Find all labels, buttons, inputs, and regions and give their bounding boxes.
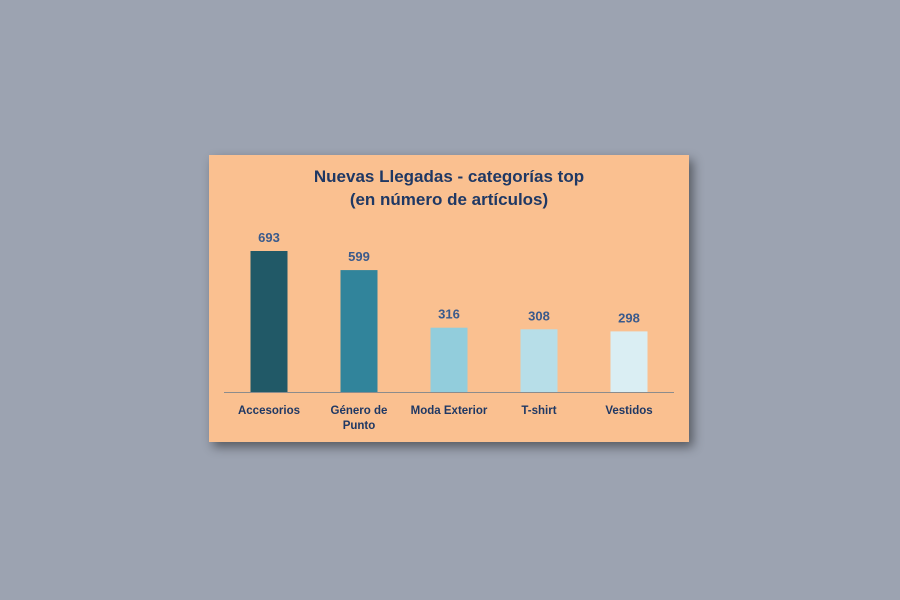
bar-2: [430, 327, 468, 392]
category-label-line: Género de: [331, 405, 388, 417]
category-label-line: T-shirt: [521, 405, 556, 417]
category-label-line: Moda Exterior: [411, 405, 488, 417]
bar-chart-plot: 693 Accesorios 599 Género de Punto 316 Moda Ex…: [224, 230, 674, 432]
category-label-2: Moda Exterior: [411, 405, 488, 417]
data-label-1: 599: [348, 249, 370, 264]
chart-title-line-2: (en número de artículos): [349, 190, 549, 209]
bar-0: [250, 251, 288, 392]
category-label-line: Vestidos: [605, 405, 652, 417]
chart-title: Nuevas Llegadas - categorías top (en núm…: [209, 165, 689, 211]
data-label-3: 308: [528, 308, 550, 323]
chart-card: Nuevas Llegadas - categorías top (en núm…: [209, 155, 689, 442]
category-label-1: Género de Punto: [331, 405, 388, 432]
category-label-3: T-shirt: [521, 405, 556, 417]
bar-4: [610, 331, 648, 392]
bar-3: [520, 329, 558, 392]
category-label-0: Accesorios: [238, 405, 300, 417]
category-label-4: Vestidos: [605, 405, 652, 417]
bar-1: [340, 270, 378, 392]
data-label-4: 298: [618, 310, 640, 325]
data-label-0: 693: [258, 230, 280, 245]
chart-title-line-1: Nuevas Llegadas - categorías top: [313, 167, 585, 186]
category-label-line: Accesorios: [238, 405, 300, 417]
category-label-line: Punto: [343, 420, 376, 432]
data-label-2: 316: [438, 307, 460, 322]
